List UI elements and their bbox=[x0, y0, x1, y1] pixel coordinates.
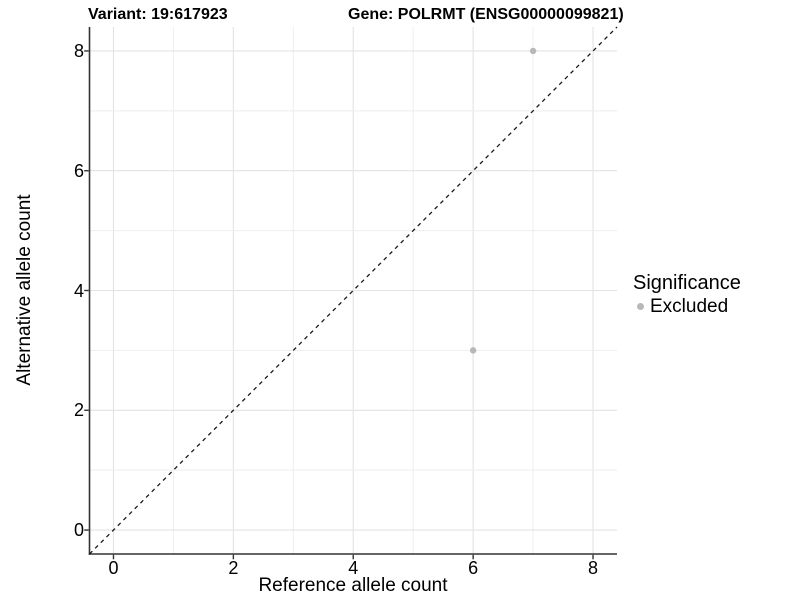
x-tick-label: 2 bbox=[228, 558, 239, 578]
x-tick-label: 8 bbox=[588, 558, 599, 578]
x-tick-label: 6 bbox=[468, 558, 479, 578]
legend-item-label: Excluded bbox=[650, 296, 729, 317]
legend-title: Significance bbox=[633, 272, 741, 294]
legend-item-excluded: Excluded bbox=[633, 295, 741, 318]
x-axis-title: Reference allele count bbox=[258, 575, 448, 596]
y-tick-label: 8 bbox=[73, 40, 84, 61]
data-point bbox=[529, 47, 537, 55]
legend-point-swatch bbox=[637, 303, 644, 310]
legend: Significance Excluded bbox=[633, 271, 741, 318]
y-tick-label: 6 bbox=[73, 160, 84, 181]
y-axis-title: Alternative allele count bbox=[14, 194, 35, 386]
plot-title-variant: Variant: 19:617923 bbox=[88, 6, 228, 23]
y-tick-label: 0 bbox=[73, 520, 84, 541]
data-point bbox=[469, 347, 477, 354]
y-tick-label: 4 bbox=[73, 280, 84, 301]
plot-title-gene: Gene: POLRMT (ENSG00000099821) bbox=[348, 6, 624, 23]
y-tick-label: 2 bbox=[73, 400, 84, 421]
x-tick-label: 4 bbox=[348, 558, 359, 578]
x-tick-label: 0 bbox=[108, 558, 119, 578]
